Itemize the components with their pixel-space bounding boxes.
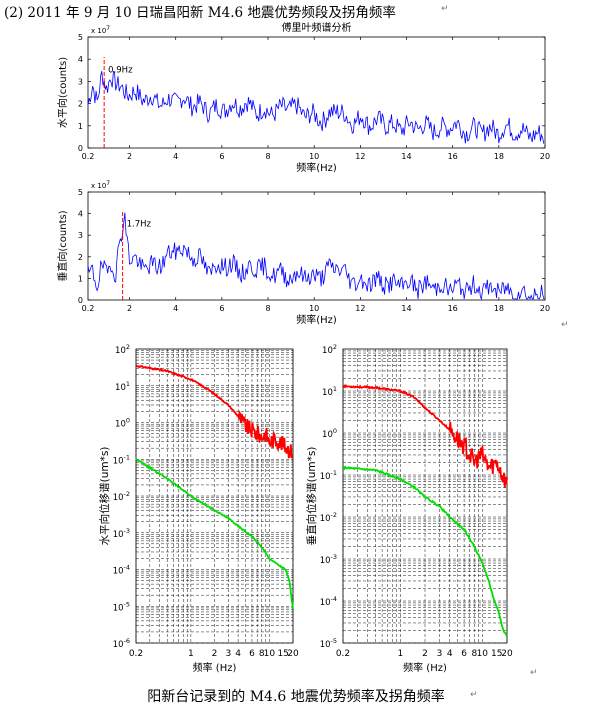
x-tick-label: 0.2 [129,649,143,659]
model-spectrum-line [342,465,508,637]
chart-title: 傅里叶频谱分析 [282,21,352,34]
x-tick-label: 10 [309,152,319,161]
x-tick-label: 14 [401,304,411,313]
source-spectrum-line [342,384,508,488]
y-tick-label: 10-3 [320,553,337,566]
y-tick-label: 10-3 [113,527,130,540]
y-tick-label: 4 [78,55,83,64]
figure-caption: 阳新台记录到的 M4.6 地震优势频率及拐角频率 [147,689,445,705]
x-tick-label: 20 [540,152,550,161]
plot-frame [87,36,546,149]
y-tick-label: 10-5 [320,637,337,650]
y-tick-label: 10-4 [320,595,337,608]
y-tick-label: 101 [322,385,337,398]
x-tick-label: 4 [173,304,178,313]
peak-marker-label: 1.7Hz [127,220,152,230]
y-tick-label: 1 [78,274,83,283]
x-tick-label: 0.2 [82,304,95,313]
y-axis-label: 垂直向位移谱(um*s) [305,447,318,546]
x-tick-label: 3 [437,649,443,659]
x-axis-label: 频率 (Hz) [193,661,237,674]
y-tick-label: 1 [78,122,83,131]
x-tick-label: 0.2 [336,649,350,659]
y-tick-label: 4 [78,210,83,219]
y-tick-label: 5 [78,188,83,197]
x-tick-label: 20 [287,649,299,659]
x-axis-label: 频率 (Hz) [403,661,447,674]
x-tick-label: 10 [309,304,319,313]
y-exponent-label: x 107 [91,25,110,35]
y-tick-label: 10-2 [320,511,337,524]
x-tick-label: 2 [422,649,428,659]
x-tick-label: 8 [472,649,478,659]
x-tick-label: 4 [235,649,241,659]
x-tick-label: 0.2 [82,152,95,161]
y-axis-label: 垂直向(counts) [56,210,69,281]
y-tick-label: 10-5 [113,600,130,613]
plot-frame [87,191,546,301]
x-tick-label: 18 [494,304,504,313]
y-tick-label: 10-2 [113,490,130,503]
x-tick-label: 8 [259,649,265,659]
y-exponent-label: x 107 [91,180,110,190]
paragraph-mark: ↵ [561,320,569,330]
peak-marker-label: 0.9Hz [108,66,133,76]
spectrum-line [87,212,545,301]
x-tick-label: 16 [448,152,458,161]
x-tick-label: 15 [277,649,288,659]
y-tick-label: 0 [78,144,83,153]
x-tick-label: 6 [461,649,467,659]
x-axis-label: 频率(Hz) [296,161,337,174]
section-heading: (2) 2011 年 9 月 10 日瑞昌阳新 M4.6 地震优势频段及拐角频率 [4,5,396,21]
y-tick-label: 100 [322,427,337,440]
model-spectrum-line [135,458,294,610]
x-tick-label: 1 [188,649,194,659]
x-tick-label: 4 [447,649,453,659]
x-tick-label: 6 [249,649,255,659]
x-tick-label: 4 [173,152,178,161]
y-tick-label: 10-1 [113,453,130,466]
x-tick-label: 10 [264,649,276,659]
paragraph-mark: ↵ [470,690,478,700]
x-tick-label: 1 [397,649,403,659]
x-tick-label: 20 [501,649,513,659]
y-tick-label: 3 [78,231,83,240]
x-tick-label: 8 [265,152,270,161]
x-tick-label: 15 [491,649,502,659]
x-tick-label: 10 [477,649,489,659]
x-tick-label: 18 [494,152,504,161]
paragraph-mark: ↵ [530,668,538,678]
y-axis-label: 水平向位移谱(um*s) [98,447,111,546]
spectrum-line [87,70,545,144]
x-tick-label: 2 [127,152,132,161]
y-tick-label: 2 [78,100,83,109]
y-tick-label: 102 [115,343,130,356]
y-tick-label: 100 [115,417,130,430]
x-tick-label: 12 [355,304,365,313]
y-tick-label: 0 [78,296,83,305]
x-tick-label: 8 [265,304,270,313]
x-axis-label: 频率(Hz) [296,313,337,326]
x-tick-label: 6 [219,152,224,161]
y-axis-label: 水平向(counts) [56,57,69,128]
x-tick-label: 12 [355,152,365,161]
y-tick-label: 10-1 [320,469,337,482]
x-tick-label: 6 [219,304,224,313]
x-tick-label: 16 [448,304,458,313]
y-tick-label: 10-6 [113,637,130,650]
x-tick-label: 20 [540,304,550,313]
y-tick-label: 2 [78,253,83,262]
y-tick-label: 101 [115,380,130,393]
paragraph-mark: ↵ [441,4,449,14]
x-tick-label: 3 [225,649,231,659]
x-tick-label: 14 [401,152,411,161]
y-tick-label: 10-4 [113,564,130,577]
y-tick-label: 5 [78,33,83,42]
x-tick-label: 2 [127,304,132,313]
y-tick-label: 102 [322,343,337,356]
x-tick-label: 2 [212,649,218,659]
y-tick-label: 3 [78,77,83,86]
source-spectrum-line [135,364,294,459]
